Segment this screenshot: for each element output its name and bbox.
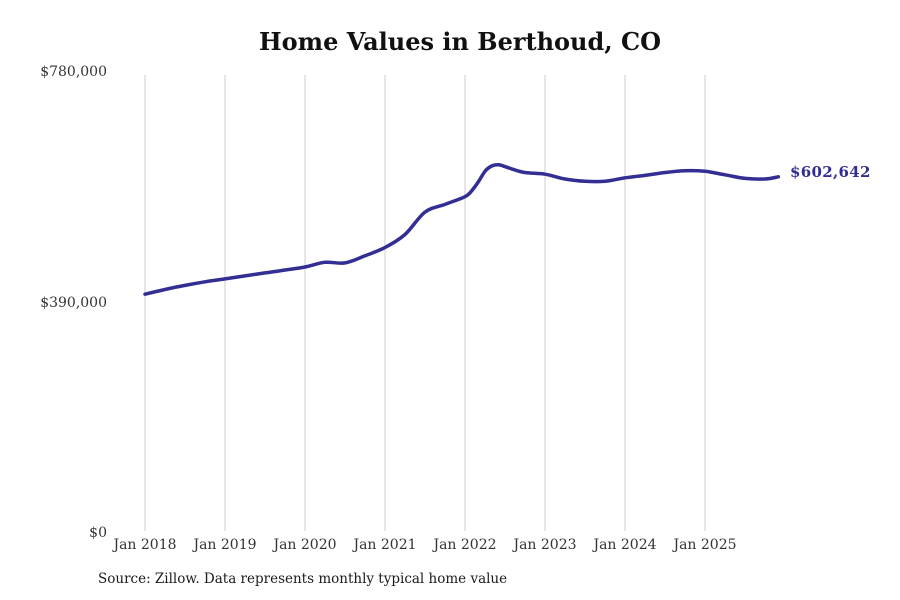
- source-note: Source: Zillow. Data represents monthly …: [98, 571, 508, 587]
- x-tick-label: Jan 2024: [593, 537, 657, 553]
- x-tick-label: Jan 2022: [433, 537, 497, 553]
- x-tick-label: Jan 2023: [513, 537, 577, 553]
- home-value-line: [143, 163, 781, 296]
- y-tick-label: $0: [89, 525, 107, 541]
- current-value-label: $602,642: [790, 163, 871, 181]
- y-tick-label: $390,000: [40, 294, 107, 311]
- x-tick-label: Jan 2019: [193, 537, 257, 553]
- x-tick-label: Jan 2025: [673, 537, 737, 553]
- y-tick-label: $780,000: [40, 64, 107, 80]
- x-tick-label: Jan 2018: [113, 537, 177, 553]
- x-tick-label: Jan 2021: [353, 537, 417, 553]
- chart-title: Home Values in Berthoud, CO: [259, 27, 661, 56]
- x-tick-label: Jan 2020: [273, 537, 337, 553]
